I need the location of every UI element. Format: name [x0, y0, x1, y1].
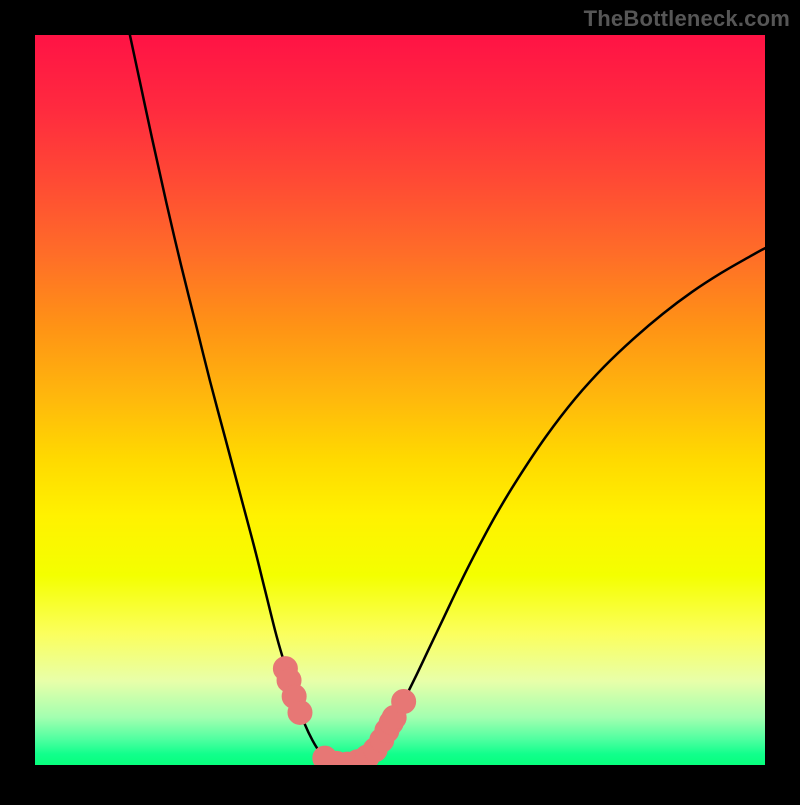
data-marker — [288, 700, 312, 724]
attribution-text: TheBottleneck.com — [584, 6, 790, 32]
data-marker — [392, 689, 416, 713]
bottleneck-chart — [0, 0, 800, 800]
plot-background — [35, 35, 765, 765]
chart-svg — [0, 0, 800, 800]
